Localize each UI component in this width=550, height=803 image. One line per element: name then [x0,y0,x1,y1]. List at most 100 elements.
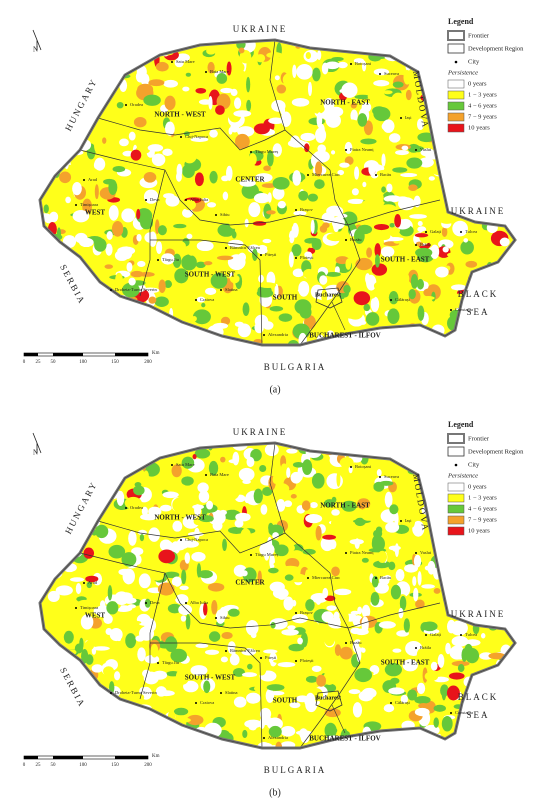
patch [482,337,497,345]
patch [291,98,310,107]
patch [63,630,74,644]
patch [510,184,515,192]
city-dot [110,692,112,694]
patch [186,233,193,239]
patch [481,569,488,574]
patch [194,448,211,459]
patch [417,571,422,586]
patch [94,157,106,171]
country-label: UKRAINE [451,206,506,216]
patch [503,714,511,725]
patch [53,478,58,489]
patch [137,726,150,733]
bucharest-area [315,690,343,712]
patch [263,649,278,654]
patch [204,649,220,655]
patch [83,547,95,559]
patch [407,689,418,701]
patch [354,166,360,180]
patch [274,544,289,557]
patch [330,234,339,240]
patch [103,719,115,730]
patch [435,266,449,278]
patch [509,338,515,345]
patch [511,328,515,345]
patch [56,314,62,325]
patch [139,534,145,542]
legend-swatch [447,90,465,100]
city-label: Bacău [380,575,392,580]
patch [157,225,167,236]
patch [366,274,377,291]
patch [381,153,386,167]
patch [262,486,273,496]
patch [209,481,216,498]
city-label: Piatra Neamț [350,550,374,555]
patch [292,461,305,468]
patch [208,95,213,110]
patch [402,659,418,672]
patch [116,101,124,109]
patch [500,670,514,682]
patch [178,604,193,616]
patch [381,186,386,193]
patch [302,683,319,689]
patch [280,218,294,229]
patch [383,603,391,614]
city-dot [157,259,159,261]
patch [488,573,499,589]
region-label: CENTER [235,579,265,587]
patch [450,620,468,636]
patch [228,127,233,135]
city-label: Pitești [265,252,277,257]
city-label: Timișoara [80,202,98,207]
patch [348,593,361,607]
patch [404,330,416,337]
patch [412,520,425,537]
patch [117,310,133,317]
patch [281,565,300,571]
patch [287,625,296,630]
patch [470,568,476,575]
patch [399,458,418,464]
patch [440,106,448,117]
patch [286,448,298,454]
patch [508,318,515,333]
city-dot [220,692,222,694]
patch [449,158,466,171]
patch [260,504,268,515]
city-label: Buzău [350,640,362,645]
patch [373,68,390,76]
patch [362,40,372,52]
patch [74,643,84,654]
patch [256,288,274,298]
patch [269,306,284,312]
patch [254,684,269,693]
patch [452,220,468,237]
patch [216,255,234,261]
patch [157,475,164,487]
patch [395,569,405,582]
patch [134,743,143,748]
patch [171,40,188,45]
patch [321,62,329,75]
legend-region [447,43,465,54]
city-label: Craiova [200,297,214,302]
patch [511,458,515,470]
patch [516,683,522,693]
patch [434,448,445,455]
legend-city [454,463,458,467]
patch [415,599,425,609]
patch [288,251,294,268]
country-label: BULGARIA [264,362,327,372]
patch [227,744,240,748]
patch [65,196,71,204]
patch [360,744,371,748]
patch [183,131,190,136]
legend-region [447,446,465,457]
patch [463,546,475,556]
city-dot [260,254,262,256]
patch [194,527,200,541]
legend-swatch [447,504,465,514]
patch [121,335,138,345]
